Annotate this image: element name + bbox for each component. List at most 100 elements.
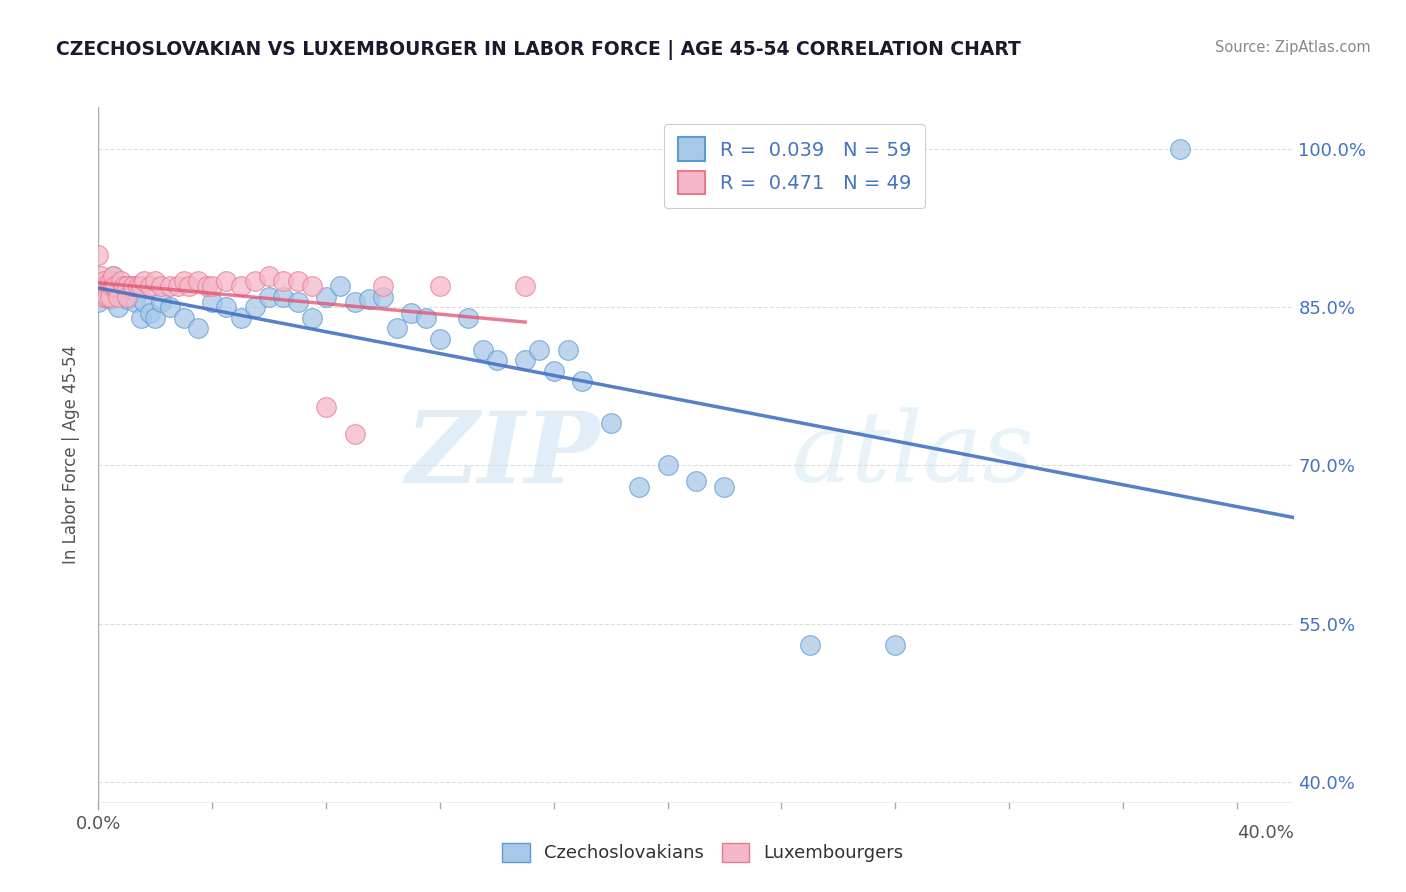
Point <box>273 290 295 304</box>
Point <box>515 353 537 368</box>
Point <box>87 295 110 310</box>
Point <box>301 279 323 293</box>
Point <box>215 301 238 315</box>
Point <box>110 274 132 288</box>
Point <box>96 290 118 304</box>
Point <box>101 268 124 283</box>
Point <box>150 295 173 310</box>
Legend: Czechoslovakians, Luxembourgers: Czechoslovakians, Luxembourgers <box>495 836 911 870</box>
Point <box>104 279 127 293</box>
Point <box>657 458 679 473</box>
Point <box>529 343 551 357</box>
Point <box>515 279 537 293</box>
Y-axis label: In Labor Force | Age 45-54: In Labor Force | Age 45-54 <box>62 345 80 565</box>
Point <box>195 279 218 293</box>
Point <box>159 301 181 315</box>
Point <box>543 363 565 377</box>
Point <box>87 247 110 261</box>
Point <box>150 279 173 293</box>
Point <box>138 279 160 293</box>
Point <box>115 279 138 293</box>
Point <box>273 274 295 288</box>
Text: 40.0%: 40.0% <box>1237 824 1294 842</box>
Point <box>87 279 110 293</box>
Point <box>98 274 121 288</box>
Point <box>287 295 309 310</box>
Point <box>167 279 190 293</box>
Point <box>628 479 651 493</box>
Point <box>115 279 138 293</box>
Point <box>187 274 209 288</box>
Point <box>87 279 110 293</box>
Point <box>557 343 579 357</box>
Point <box>599 417 621 431</box>
Point <box>129 310 152 325</box>
Point <box>115 292 138 306</box>
Point <box>187 321 209 335</box>
Point <box>127 279 149 293</box>
Point <box>471 343 494 357</box>
Point <box>429 279 451 293</box>
Point <box>93 279 115 293</box>
Point <box>93 274 115 288</box>
Text: atlas: atlas <box>792 408 1035 502</box>
Point <box>257 290 280 304</box>
Text: Source: ZipAtlas.com: Source: ZipAtlas.com <box>1215 40 1371 55</box>
Point <box>329 279 352 293</box>
Point <box>101 281 124 295</box>
Point <box>371 279 394 293</box>
Point <box>343 295 366 310</box>
Point <box>457 310 479 325</box>
Point <box>159 279 181 293</box>
Point <box>1168 142 1191 156</box>
Point <box>98 292 121 306</box>
Point <box>127 279 149 293</box>
Point <box>132 295 155 310</box>
Point <box>138 305 160 319</box>
Point <box>713 479 735 493</box>
Point <box>112 279 135 293</box>
Point <box>121 279 143 293</box>
Point <box>107 301 129 315</box>
Point <box>357 292 380 306</box>
Point <box>121 279 143 293</box>
Point <box>98 279 121 293</box>
Point <box>96 290 118 304</box>
Point <box>371 290 394 304</box>
Point <box>301 310 323 325</box>
Point <box>112 279 135 293</box>
Point <box>121 279 143 293</box>
Point <box>201 295 224 310</box>
Point <box>93 290 115 304</box>
Legend: R =  0.039   N = 59, R =  0.471   N = 49: R = 0.039 N = 59, R = 0.471 N = 49 <box>664 124 925 208</box>
Point <box>385 321 409 335</box>
Point <box>179 279 201 293</box>
Point <box>343 426 366 441</box>
Point <box>229 310 252 325</box>
Point <box>96 279 118 293</box>
Point <box>143 310 166 325</box>
Point <box>215 274 238 288</box>
Point <box>884 638 907 652</box>
Point <box>243 274 266 288</box>
Point <box>229 279 252 293</box>
Point <box>96 279 118 293</box>
Point <box>143 274 166 288</box>
Point <box>101 279 124 293</box>
Point <box>287 274 309 288</box>
Point <box>101 279 124 293</box>
Point <box>173 310 195 325</box>
Point <box>87 279 110 293</box>
Point <box>132 274 155 288</box>
Point <box>429 332 451 346</box>
Point <box>315 401 337 415</box>
Point <box>201 279 224 293</box>
Point <box>315 290 337 304</box>
Point <box>685 475 707 489</box>
Point <box>401 305 423 319</box>
Text: ZIP: ZIP <box>405 407 600 503</box>
Point <box>571 374 593 388</box>
Point <box>485 353 508 368</box>
Point <box>101 268 124 283</box>
Point <box>98 279 121 293</box>
